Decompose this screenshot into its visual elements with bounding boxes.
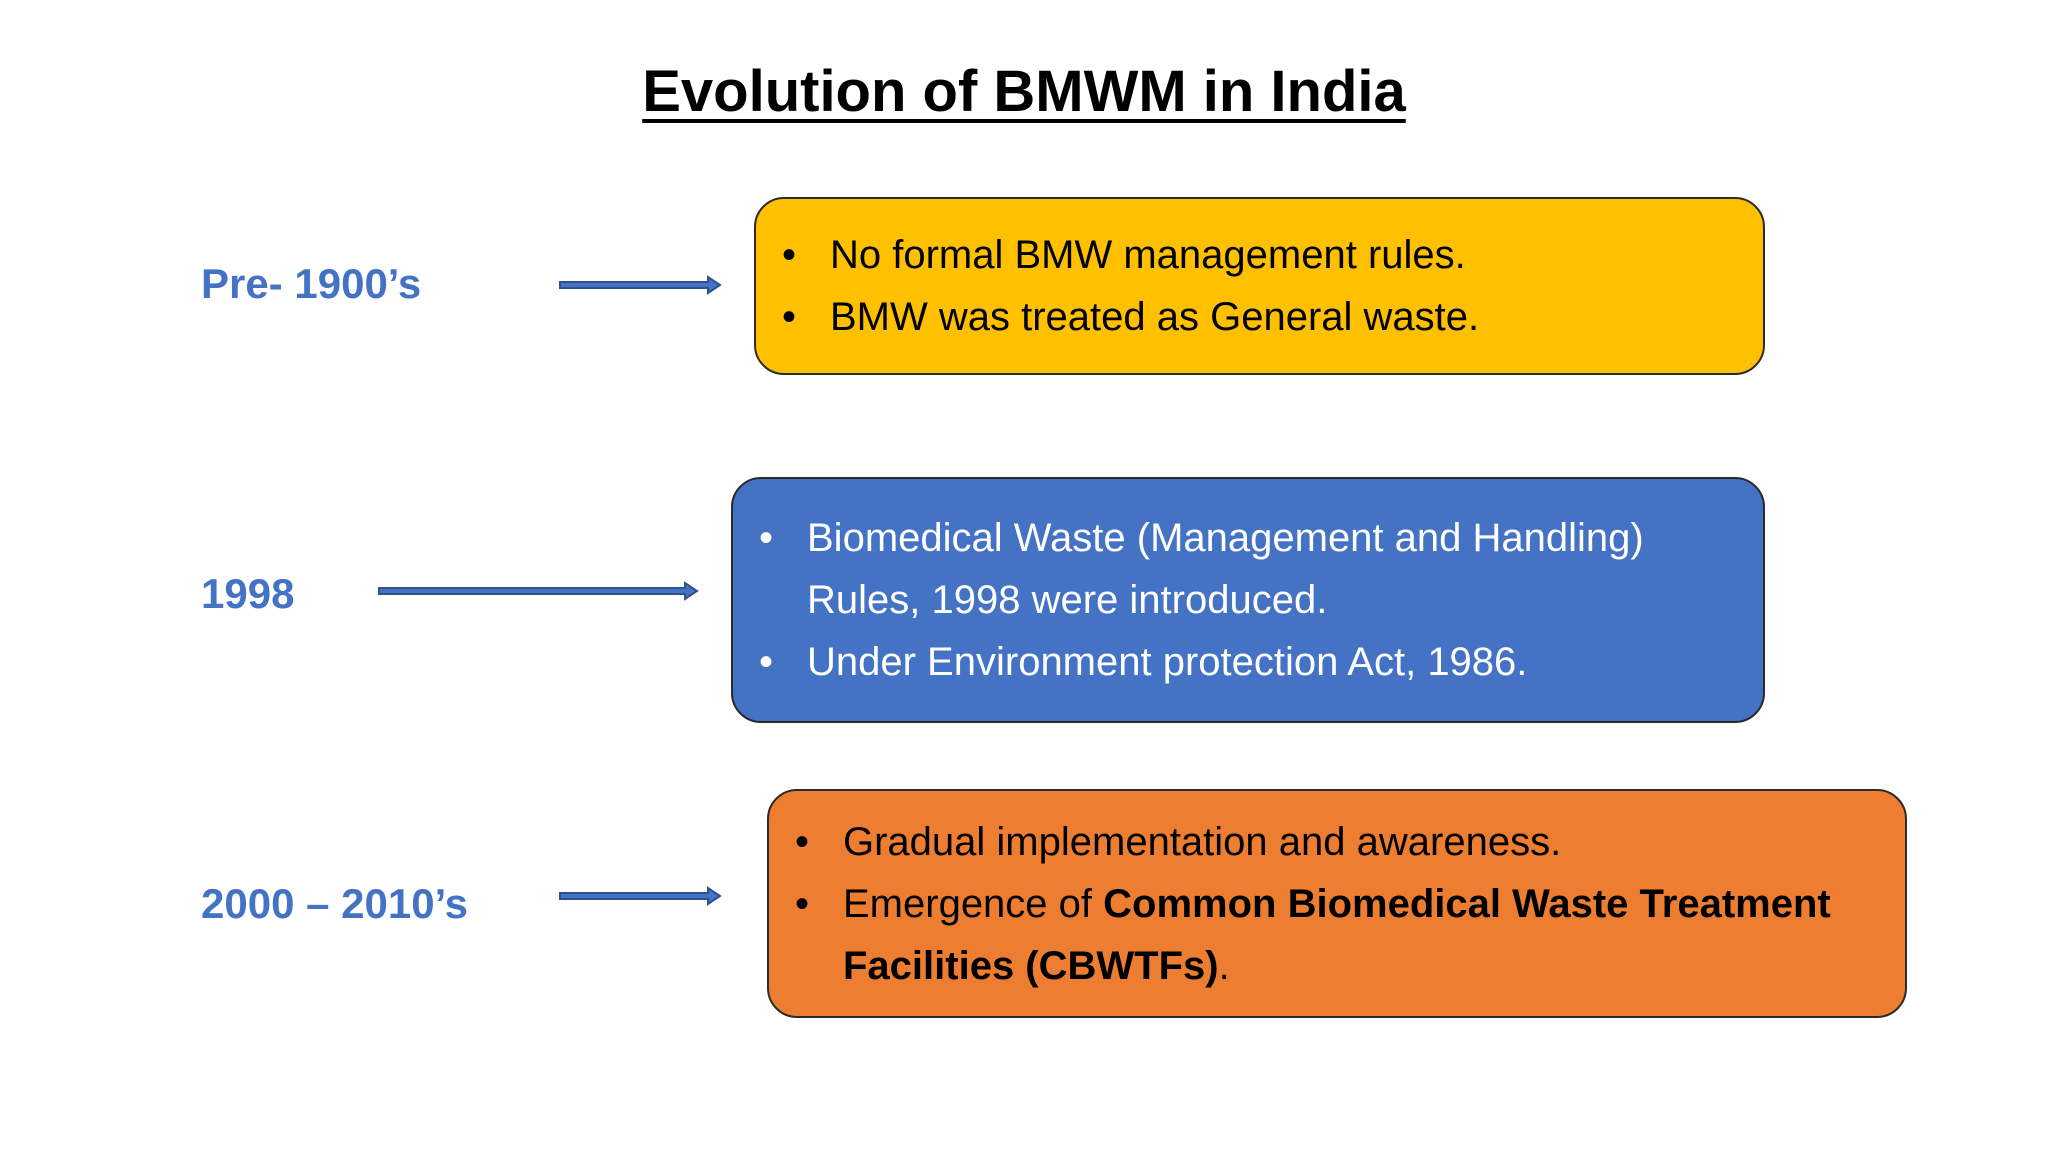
bullet: No formal BMW management rules. bbox=[782, 224, 1479, 286]
bullet: Under Environment protection Act, 1986. bbox=[759, 631, 1733, 693]
bullet-list: No formal BMW management rules. BMW was t… bbox=[756, 224, 1509, 348]
arrow bbox=[559, 275, 722, 295]
bullet-text: Gradual implementation and awareness. bbox=[843, 819, 1562, 864]
bullet-text: Common Biomedical Waste Treatment Facili… bbox=[843, 881, 1831, 988]
period-label: Pre- 1900’s bbox=[201, 260, 422, 307]
slide-title: Evolution of BMWM in India bbox=[642, 59, 1406, 124]
info-box: No formal BMW management rules. BMW was t… bbox=[754, 197, 1765, 375]
bullet-list: Biomedical Waste (Management and Handlin… bbox=[733, 507, 1763, 693]
period-label: 1998 bbox=[201, 570, 295, 617]
bullet: Biomedical Waste (Management and Handlin… bbox=[759, 507, 1733, 631]
arrow bbox=[378, 581, 699, 601]
bullet-text: Biomedical Waste (Management and Handlin… bbox=[807, 516, 1644, 622]
bullet-text: Under Environment protection Act, 1986. bbox=[807, 640, 1528, 684]
period-label: 2000 – 2010’s bbox=[201, 880, 469, 927]
bullet: Gradual implementation and awareness. bbox=[795, 811, 1875, 873]
info-box: Biomedical Waste (Management and Handlin… bbox=[731, 477, 1765, 723]
bullet-text: Emergence of bbox=[843, 881, 1104, 926]
bullet-list: Gradual implementation and awareness. Eme… bbox=[769, 811, 1905, 997]
arrow bbox=[559, 886, 722, 906]
bullet: BMW was treated as General waste. bbox=[782, 286, 1480, 348]
bullet: Emergence of Common Biomedical Waste Tre… bbox=[795, 873, 1875, 997]
info-box: Gradual implementation and awareness. Eme… bbox=[767, 789, 1907, 1018]
bullet-text: BMW was treated as General waste. bbox=[830, 295, 1480, 339]
bullet-text: No formal BMW management rules. bbox=[830, 233, 1466, 277]
bullet-text: . bbox=[1218, 943, 1230, 988]
